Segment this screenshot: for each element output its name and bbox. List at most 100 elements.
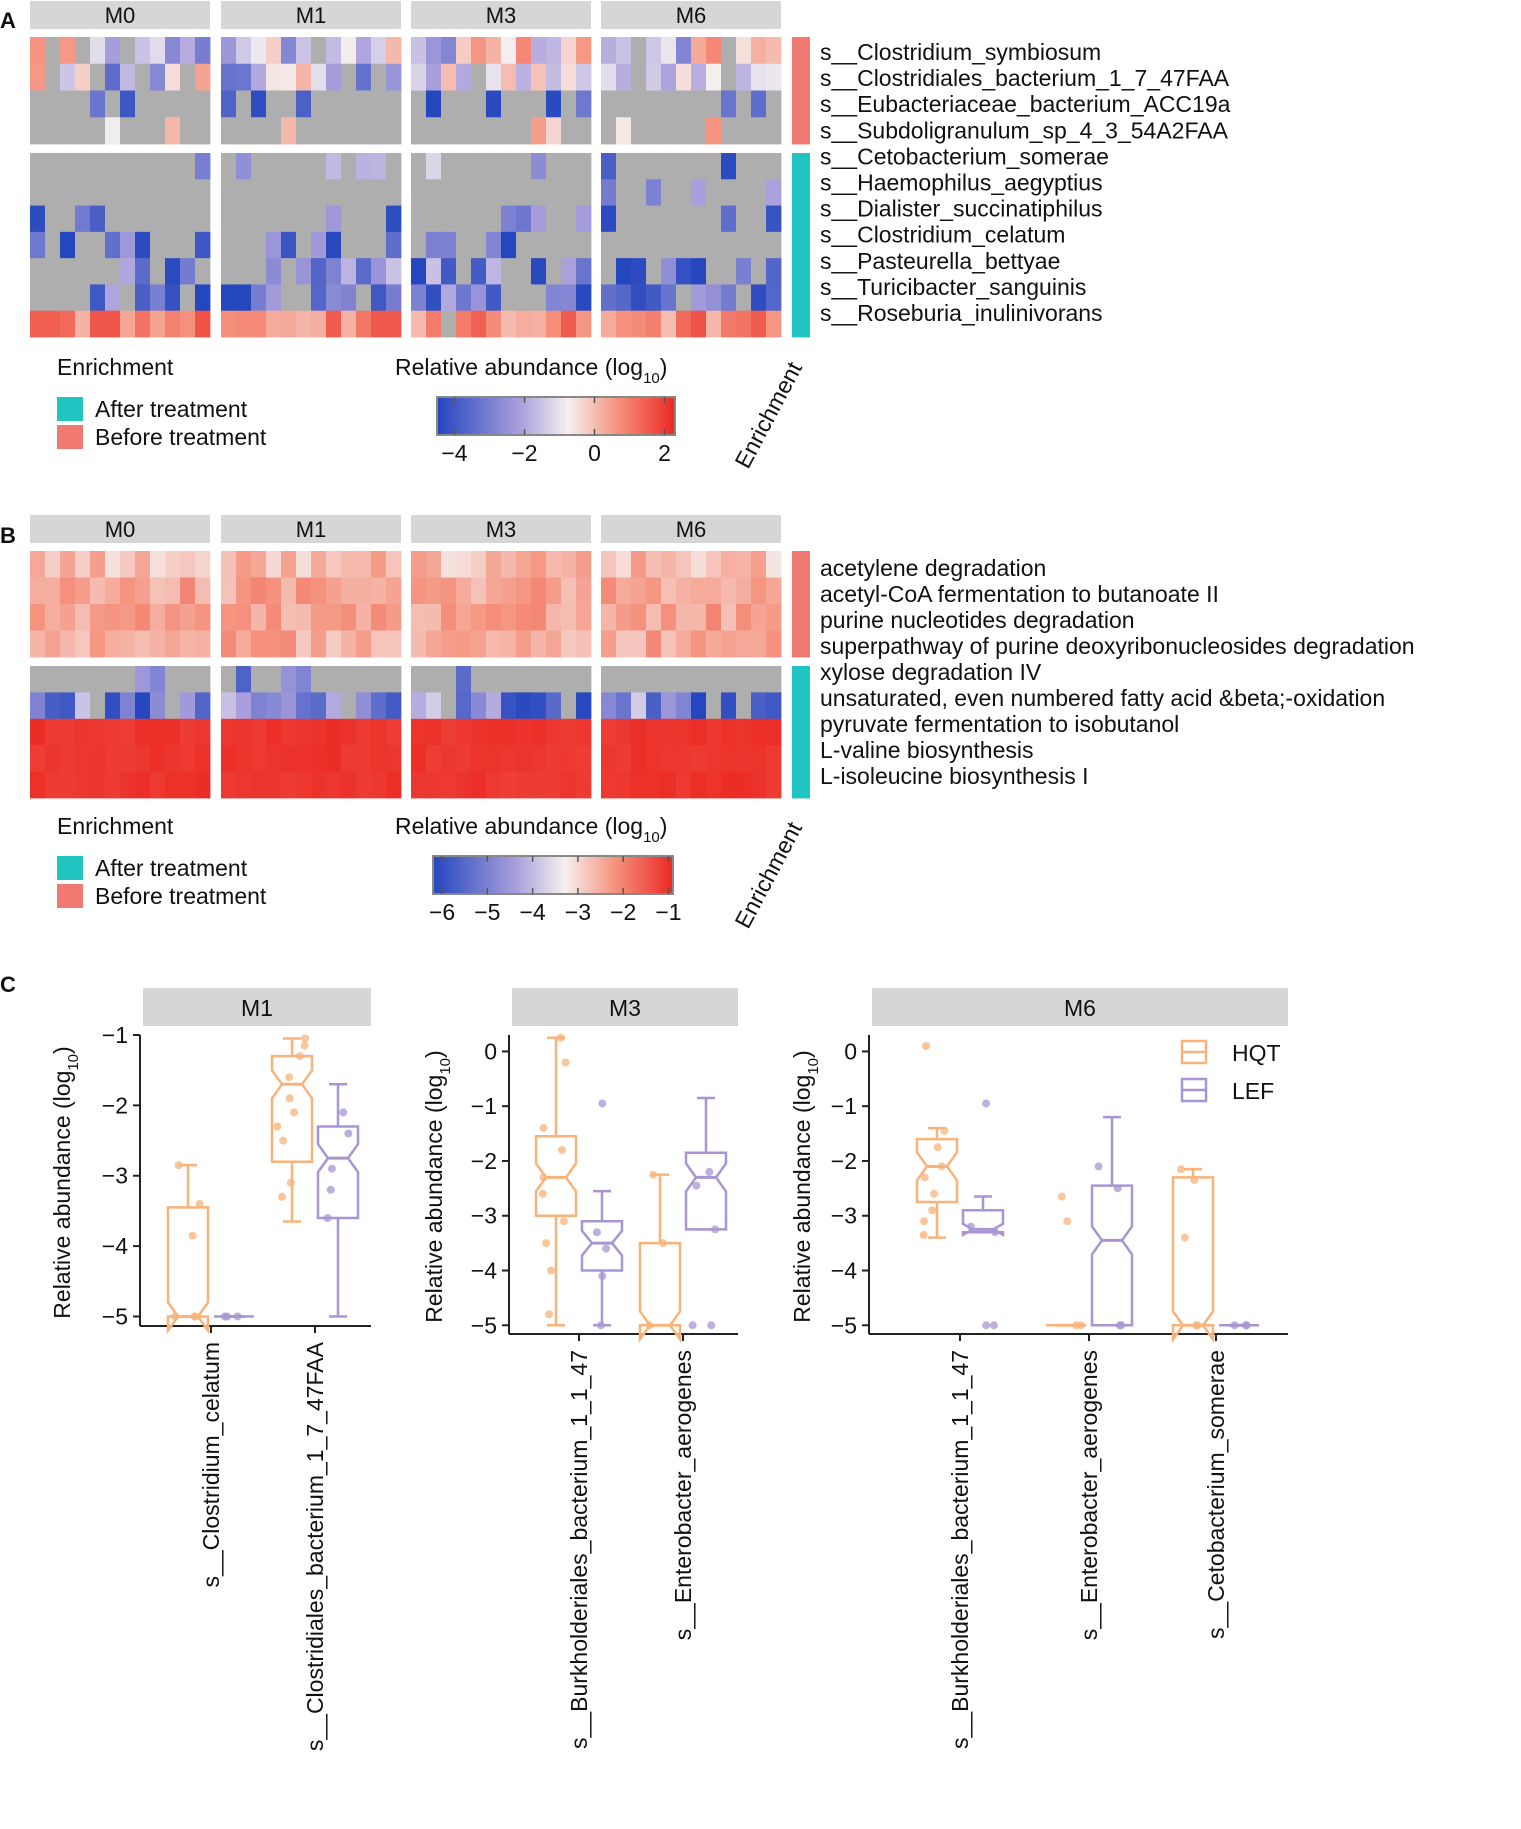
heatmap-cell [356,258,372,285]
heatmap-cell [721,205,737,233]
heatmap-cell [371,179,387,206]
heatmap-cell [236,604,252,631]
heatmap-cell [120,284,136,312]
heatmap-cell [180,90,196,118]
heatmap-cell [221,153,237,180]
heatmap-cell [531,604,547,631]
data-point [707,1321,716,1330]
heatmap-cell [150,153,166,180]
heatmap-cell [266,284,282,312]
heatmap-cell [426,745,442,772]
heatmap-cell [221,37,237,65]
heatmap-cell [195,718,211,746]
heatmap-cell [45,551,61,578]
heatmap-cell [561,745,577,772]
heatmap-cell [386,310,402,338]
heatmap-cell [90,666,106,693]
heatmap-cell [601,577,617,605]
heatmap-cell [356,577,372,605]
heatmap-cell [75,666,91,693]
heatmap-cell [646,205,662,233]
data-point [940,1126,949,1135]
heatmap-cell [236,153,252,180]
heatmap-cell [296,718,312,746]
heatmap-cell [576,153,592,180]
heatmap-cell [691,577,707,605]
heatmap-cell [135,258,151,285]
heatmap-cell [546,551,562,578]
y-tick-label: −2 [831,1148,857,1174]
heatmap-cell [311,310,327,338]
heatmap-cell [706,310,722,338]
heatmap-cell [531,231,547,259]
heatmap-cell [180,666,196,693]
heatmap-cell [150,745,166,772]
legend-swatch [57,397,83,421]
heatmap-cell [165,90,181,118]
heatmap-cell [165,745,181,772]
heatmap-cell [471,604,487,631]
heatmap-cell [691,551,707,578]
heatmap-cell [326,258,342,285]
heatmap-cell [180,258,196,285]
heatmap-cell [281,666,297,693]
heatmap-cell [60,666,76,693]
heatmap-cell [676,231,692,259]
heatmap-cell [341,90,357,118]
heatmap-cell [471,153,487,180]
heatmap-cell [45,604,61,631]
heatmap-cell [356,63,372,91]
data-point [649,1170,658,1179]
heatmap-cell [616,63,632,91]
heatmap-cell [326,692,342,720]
heatmap-cell [501,205,517,233]
heatmap-cell [501,310,517,338]
heatmap-cell [616,551,632,578]
heatmap-cell [75,37,91,65]
data-point [1230,1321,1239,1330]
heatmap-cell [150,284,166,312]
heatmap-cell [471,310,487,338]
legend-swatch [57,856,83,880]
heatmap-cell [486,718,502,746]
box-body [1171,1176,1215,1344]
enrichment-bar-cell [792,692,810,720]
heatmap-cell [30,63,46,91]
heatmap-cell [426,284,442,312]
heatmap-cell [221,117,237,145]
heatmap-cell [646,90,662,118]
heatmap-cell [766,63,782,91]
heatmap-cell [751,771,767,799]
heatmap-cell [501,666,517,693]
heatmap-cell [311,666,327,693]
enrichment-bar-cell [792,551,810,578]
data-point [711,1225,720,1234]
heatmap-cell [75,258,91,285]
heatmap-cell [736,63,752,91]
box-facet-M3: M3 0 −1 −2 −3 −4 −5 Relative abundance (log10) s… [421,988,738,1749]
heatmap-cell [90,231,106,259]
data-point [991,1228,1000,1237]
box-LEF [1219,1321,1259,1330]
heatmap-cell [736,258,752,285]
heatmap-cell [90,310,106,338]
heatmap-cell [456,117,472,145]
heatmap-cell [281,718,297,746]
heatmap-cell [616,37,632,65]
heatmap-cell [661,577,677,605]
heatmap-cell [150,179,166,206]
heatmap-cell [516,37,532,65]
heatmap-cell [546,692,562,720]
heatmap-cell [120,63,136,91]
heatmap-cell [251,604,267,631]
heatmap-cell [546,117,562,145]
heatmap-cell [676,258,692,285]
heatmap-cell [30,258,46,285]
heatmap-cell [165,179,181,206]
y-tick-label: −5 [471,1312,497,1338]
heatmap-cell [691,692,707,720]
heatmap-cell [676,310,692,338]
box-facet-M1: M1 −1 −2 −3 −4 −5 Relative abundance (log10) s_… [49,988,371,1751]
heatmap-cell [646,117,662,145]
heatmap-cell [371,37,387,65]
